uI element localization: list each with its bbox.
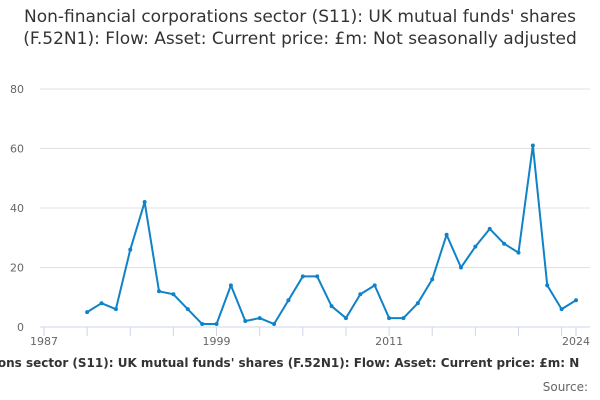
y-tick-label: 80 — [10, 83, 24, 96]
data-point — [545, 283, 550, 288]
y-tick-label: 40 — [10, 202, 24, 215]
data-point — [401, 316, 406, 321]
data-point — [171, 292, 176, 297]
data-point — [430, 277, 435, 282]
data-point — [387, 316, 392, 321]
data-point — [243, 319, 248, 324]
footer-series-label: tions sector (S11): UK mutual funds' sha… — [0, 356, 580, 370]
data-point — [502, 241, 507, 246]
data-point — [99, 301, 104, 306]
series-line — [86, 144, 577, 326]
data-point — [315, 274, 320, 279]
y-tick-label: 0 — [17, 321, 24, 334]
data-point — [272, 322, 277, 327]
data-point — [444, 232, 449, 237]
x-tick-label: 2024 — [562, 335, 590, 348]
data-point — [559, 307, 564, 312]
x-tick-label: 1999 — [203, 335, 231, 348]
data-point — [516, 250, 521, 255]
chart-title: Non-financial corporations sector (S11):… — [23, 7, 577, 49]
y-tick-label: 60 — [10, 143, 24, 156]
data-point — [473, 244, 478, 249]
data-point — [157, 289, 162, 294]
data-point — [530, 143, 535, 148]
source-label: Source: — [542, 380, 588, 394]
data-point — [200, 322, 205, 327]
data-point — [329, 304, 334, 309]
data-point — [372, 283, 377, 288]
data-point — [487, 226, 492, 231]
y-tick-label: 20 — [10, 262, 24, 275]
data-point — [458, 265, 463, 270]
data-point — [300, 274, 305, 279]
data-point — [415, 301, 420, 306]
data-point — [257, 316, 262, 321]
data-point — [142, 200, 147, 205]
data-point — [113, 307, 118, 312]
x-tick-label: 2011 — [375, 335, 403, 348]
data-point — [358, 292, 363, 297]
data-point — [214, 322, 219, 327]
x-tick-label: 1987 — [30, 335, 58, 348]
data-point — [128, 247, 133, 252]
data-point — [286, 298, 291, 303]
data-point — [343, 316, 348, 321]
data-point — [228, 283, 233, 288]
data-point — [185, 307, 190, 312]
data-point — [574, 298, 578, 303]
data-point — [85, 310, 90, 315]
